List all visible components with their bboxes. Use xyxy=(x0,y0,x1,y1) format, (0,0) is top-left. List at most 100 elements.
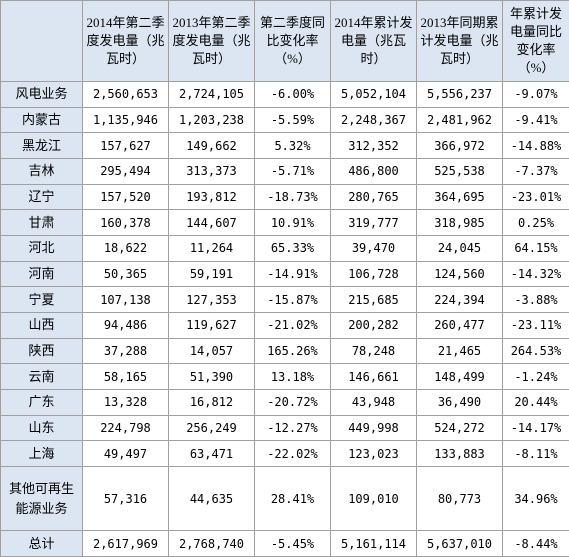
cell: 5.32% xyxy=(254,132,331,160)
cell: 146,661 xyxy=(330,363,417,391)
cell: 486,800 xyxy=(330,158,417,185)
cell: 264.53% xyxy=(502,337,569,365)
cell: -14.88% xyxy=(502,132,569,160)
cell: 80,773 xyxy=(416,466,503,532)
row-label: 总计 xyxy=(0,530,83,557)
cell: 127,353 xyxy=(168,286,255,314)
cell: 366,972 xyxy=(416,132,503,160)
cell: -23.01% xyxy=(502,183,569,211)
cell: 94,486 xyxy=(82,312,169,339)
cell: 36,490 xyxy=(416,389,503,416)
row-label: 内蒙古 xyxy=(0,106,83,134)
cell: 280,765 xyxy=(330,183,417,211)
cell: 124,560 xyxy=(416,260,503,288)
cell: 119,627 xyxy=(168,312,255,339)
cell: 37,288 xyxy=(82,337,169,365)
header-cell: 2013年第二季度发电量（兆瓦时） xyxy=(168,0,255,82)
cell: 157,520 xyxy=(82,183,169,211)
cell: 44,635 xyxy=(168,466,255,532)
table-row: 甘肃 160,378 144,607 10.91% 319,777 318,985 0.25… xyxy=(0,209,569,237)
cell: 313,373 xyxy=(168,158,255,185)
cell: 106,728 xyxy=(330,260,417,288)
cell: 43,948 xyxy=(330,389,417,416)
table-row: 云南 58,165 51,390 13.18% 146,661 148,499 -1.24% xyxy=(0,363,569,391)
cell: -6.00% xyxy=(254,81,331,108)
cell: 148,499 xyxy=(416,363,503,391)
table-row: 广东 13,328 16,812 -20.72% 43,948 36,490 20.44% xyxy=(0,389,569,416)
row-label: 陕西 xyxy=(0,337,83,365)
cell: 312,352 xyxy=(330,132,417,160)
cell: 5,637,010 xyxy=(416,530,503,557)
row-label: 山西 xyxy=(0,312,83,339)
cell: -8.44% xyxy=(502,530,569,557)
cell: 13.18% xyxy=(254,363,331,391)
table-row: 吉林 295,494 313,373 -5.71% 486,800 525,538 -7.3… xyxy=(0,158,569,185)
table-row: 山西 94,486 119,627 -21.02% 200,282 260,477 -23.… xyxy=(0,312,569,339)
table-row: 风电业务 2,560,653 2,724,105 -6.00% 5,052,104 5,5… xyxy=(0,81,569,108)
cell: 2,481,962 xyxy=(416,106,503,134)
header-cell: 年累计发电量同比变化率（%） xyxy=(502,0,569,82)
cell: -7.37% xyxy=(502,158,569,185)
cell: -8.11% xyxy=(502,440,569,468)
cell: 50,365 xyxy=(82,260,169,288)
cell: 59,191 xyxy=(168,260,255,288)
cell: 78,248 xyxy=(330,337,417,365)
cell: 524,272 xyxy=(416,414,503,442)
cell: 109,010 xyxy=(330,466,417,532)
cell: 10.91% xyxy=(254,209,331,237)
row-label: 宁夏 xyxy=(0,286,83,314)
row-label: 黑龙江 xyxy=(0,132,83,160)
cell: 2,724,105 xyxy=(168,81,255,108)
cell: -18.73% xyxy=(254,183,331,211)
cell: 58,165 xyxy=(82,363,169,391)
cell: 107,138 xyxy=(82,286,169,314)
cell: -22.02% xyxy=(254,440,331,468)
table-row: 河北 18,622 11,264 65.33% 39,470 24,045 64.15% xyxy=(0,235,569,262)
cell: 2,617,969 xyxy=(82,530,169,557)
cell: 5,556,237 xyxy=(416,81,503,108)
table-row: 河南 50,365 59,191 -14.91% 106,728 124,560 -14.3… xyxy=(0,260,569,288)
cell: 20.44% xyxy=(502,389,569,416)
cell: 260,477 xyxy=(416,312,503,339)
cell: -9.41% xyxy=(502,106,569,134)
cell: -15.87% xyxy=(254,286,331,314)
cell: 14,057 xyxy=(168,337,255,365)
table-row: 山东 224,798 256,249 -12.27% 449,998 524,272 -14… xyxy=(0,414,569,442)
cell: 24,045 xyxy=(416,235,503,262)
cell: 57,316 xyxy=(82,466,169,532)
cell: 2,248,367 xyxy=(330,106,417,134)
row-label: 云南 xyxy=(0,363,83,391)
cell: 0.25% xyxy=(502,209,569,237)
row-label: 吉林 xyxy=(0,158,83,185)
cell: -3.88% xyxy=(502,286,569,314)
cell: 64.15% xyxy=(502,235,569,262)
cell: -14.91% xyxy=(254,260,331,288)
row-label: 辽宁 xyxy=(0,183,83,211)
header-cell: 第二季度同比变化率（%） xyxy=(254,0,331,82)
header-cell: 2013年同期累计发电量（兆瓦时） xyxy=(416,0,503,82)
row-label: 风电业务 xyxy=(0,81,83,108)
cell: -5.45% xyxy=(254,530,331,557)
cell: 51,390 xyxy=(168,363,255,391)
header-cell: 2014年第二季度发电量（兆瓦时） xyxy=(82,0,169,82)
cell: 123,023 xyxy=(330,440,417,468)
table-row: 内蒙古 1,135,946 1,203,238 -5.59% 2,248,367 2,48… xyxy=(0,106,569,134)
cell: -9.07% xyxy=(502,81,569,108)
cell: 34.96% xyxy=(502,466,569,532)
cell: 149,662 xyxy=(168,132,255,160)
cell: -23.11% xyxy=(502,312,569,339)
cell: 165.26% xyxy=(254,337,331,365)
table-row: 上海 49,497 63,471 -22.02% 123,023 133,883 -8.11… xyxy=(0,440,569,468)
row-label: 上海 xyxy=(0,440,83,468)
cell: -14.32% xyxy=(502,260,569,288)
cell: -5.71% xyxy=(254,158,331,185)
cell: 49,497 xyxy=(82,440,169,468)
cell: 1,135,946 xyxy=(82,106,169,134)
cell: -5.59% xyxy=(254,106,331,134)
cell: 157,627 xyxy=(82,132,169,160)
row-label: 河南 xyxy=(0,260,83,288)
cell: 65.33% xyxy=(254,235,331,262)
cell: 63,471 xyxy=(168,440,255,468)
